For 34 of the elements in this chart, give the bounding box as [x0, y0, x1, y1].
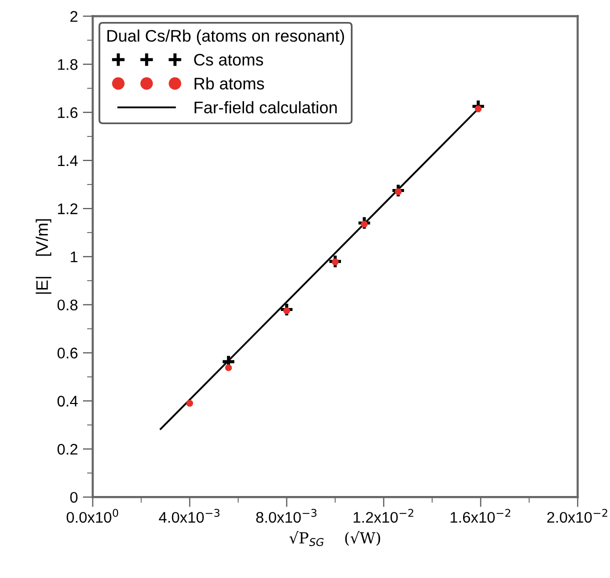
y-tick-label: 1.6 — [58, 107, 78, 118]
x-tick-label: 2.0x10$^{−2}$ — [547, 508, 608, 523]
x-tick-label: 0.0x10$^{0}$ — [66, 508, 118, 523]
point — [474, 105, 482, 112]
point — [360, 220, 368, 228]
text: √P$_{SG}$ (√W) — [289, 531, 380, 546]
y-tick-label: 1.4 — [58, 155, 78, 166]
y-tick-label: 0.4 — [57, 396, 78, 407]
y-tick-label: 0.6 — [57, 348, 78, 358]
point — [279, 302, 294, 317]
y-tick-label: 1.8 — [58, 59, 78, 70]
x-tick-label: 1.2x10$^{−2}$ — [354, 508, 414, 523]
y-axis-title: |E| [V/m] — [36, 219, 52, 294]
y-tick-label: 2 — [70, 11, 78, 22]
legend-label: Cs atoms — [194, 54, 264, 66]
point — [356, 216, 372, 230]
legend-title: Dual Cs/Rb (atoms on resonant) — [107, 30, 344, 46]
y-tick-label: 0.2 — [57, 444, 78, 455]
point — [225, 364, 232, 372]
point — [283, 307, 290, 314]
y-tick-label: 1.2 — [58, 203, 78, 214]
x-tick-label: 4.0x10$^{−3}$ — [158, 508, 220, 523]
y-tick-label: 0 — [70, 492, 78, 503]
y-tick-label: 0.8 — [57, 300, 78, 310]
point — [390, 183, 406, 198]
y-tick-label: 1 — [70, 252, 78, 262]
legend-label: Far-field calculation — [194, 101, 337, 114]
point — [186, 400, 194, 407]
x-tick-label: 8.0x10$^{−3}$ — [256, 508, 316, 523]
x-tick-label: 1.6x10$^{−2}$ — [450, 508, 510, 523]
point — [394, 188, 402, 196]
point — [328, 254, 343, 269]
legend-label: Rb atoms — [194, 77, 264, 90]
point — [332, 258, 339, 266]
